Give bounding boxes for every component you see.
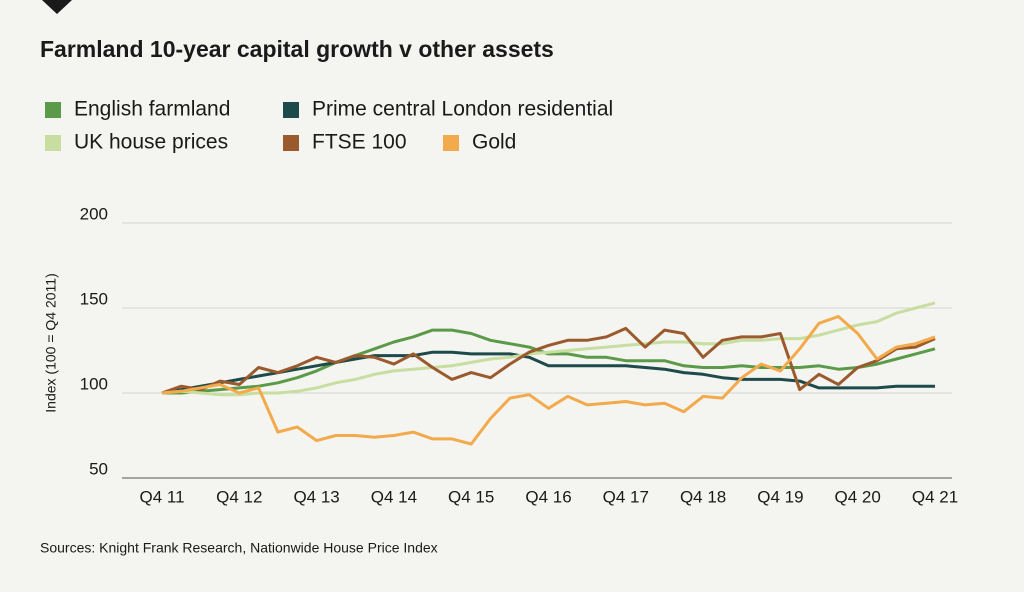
y-tick-label: 200	[80, 204, 108, 223]
x-tick-label: Q4 17	[603, 487, 649, 506]
legend-swatch	[443, 135, 459, 151]
legend-label: UK house prices	[74, 131, 228, 154]
x-tick-label: Q4 18	[680, 487, 726, 506]
x-tick-label: Q4 13	[293, 487, 339, 506]
legend-swatch	[283, 135, 299, 151]
legend-label: Gold	[472, 131, 516, 154]
series-line	[161, 315, 936, 446]
y-tick-label: 50	[89, 459, 108, 478]
x-tick-label: Q4 20	[835, 487, 881, 506]
legend-label: Prime central London residential	[312, 98, 613, 121]
chart-title: Farmland 10-year capital growth v other …	[40, 36, 554, 62]
x-tick-label: Q4 16	[525, 487, 571, 506]
x-tick-label: Q4 19	[757, 487, 803, 506]
x-tick-label: Q4 15	[448, 487, 494, 506]
x-tick-label: Q4 21	[912, 487, 958, 506]
y-tick-label: 100	[80, 374, 108, 393]
legend-label: FTSE 100	[312, 131, 407, 154]
series-line	[162, 328, 936, 395]
x-tick-label: Q4 12	[216, 487, 262, 506]
series-line	[161, 326, 936, 395]
x-tick-label: Q4 11	[139, 487, 184, 506]
x-tick-label: Q4 14	[371, 487, 417, 506]
legend-swatch	[45, 102, 61, 118]
legend-swatch	[45, 135, 61, 151]
source: Sources: Knight Frank Research, Nationwi…	[40, 540, 438, 556]
legend-swatch	[283, 102, 299, 118]
legend-label: English farmland	[74, 98, 230, 121]
corner-marker	[42, 0, 72, 14]
y-tick-label: 150	[80, 289, 108, 308]
y-axis-label: Index (100 = Q4 2011)	[43, 273, 59, 412]
series-line	[161, 301, 936, 397]
